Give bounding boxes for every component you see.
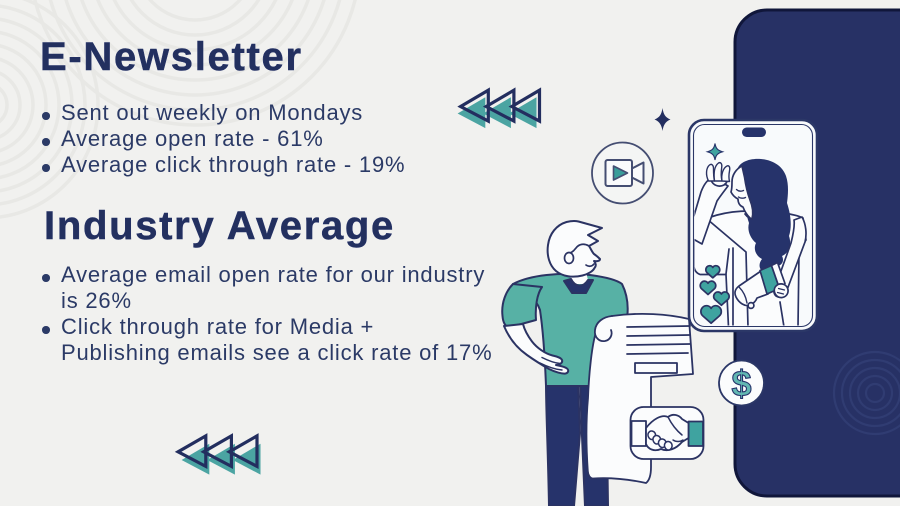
svg-text:$: $ — [731, 363, 751, 404]
